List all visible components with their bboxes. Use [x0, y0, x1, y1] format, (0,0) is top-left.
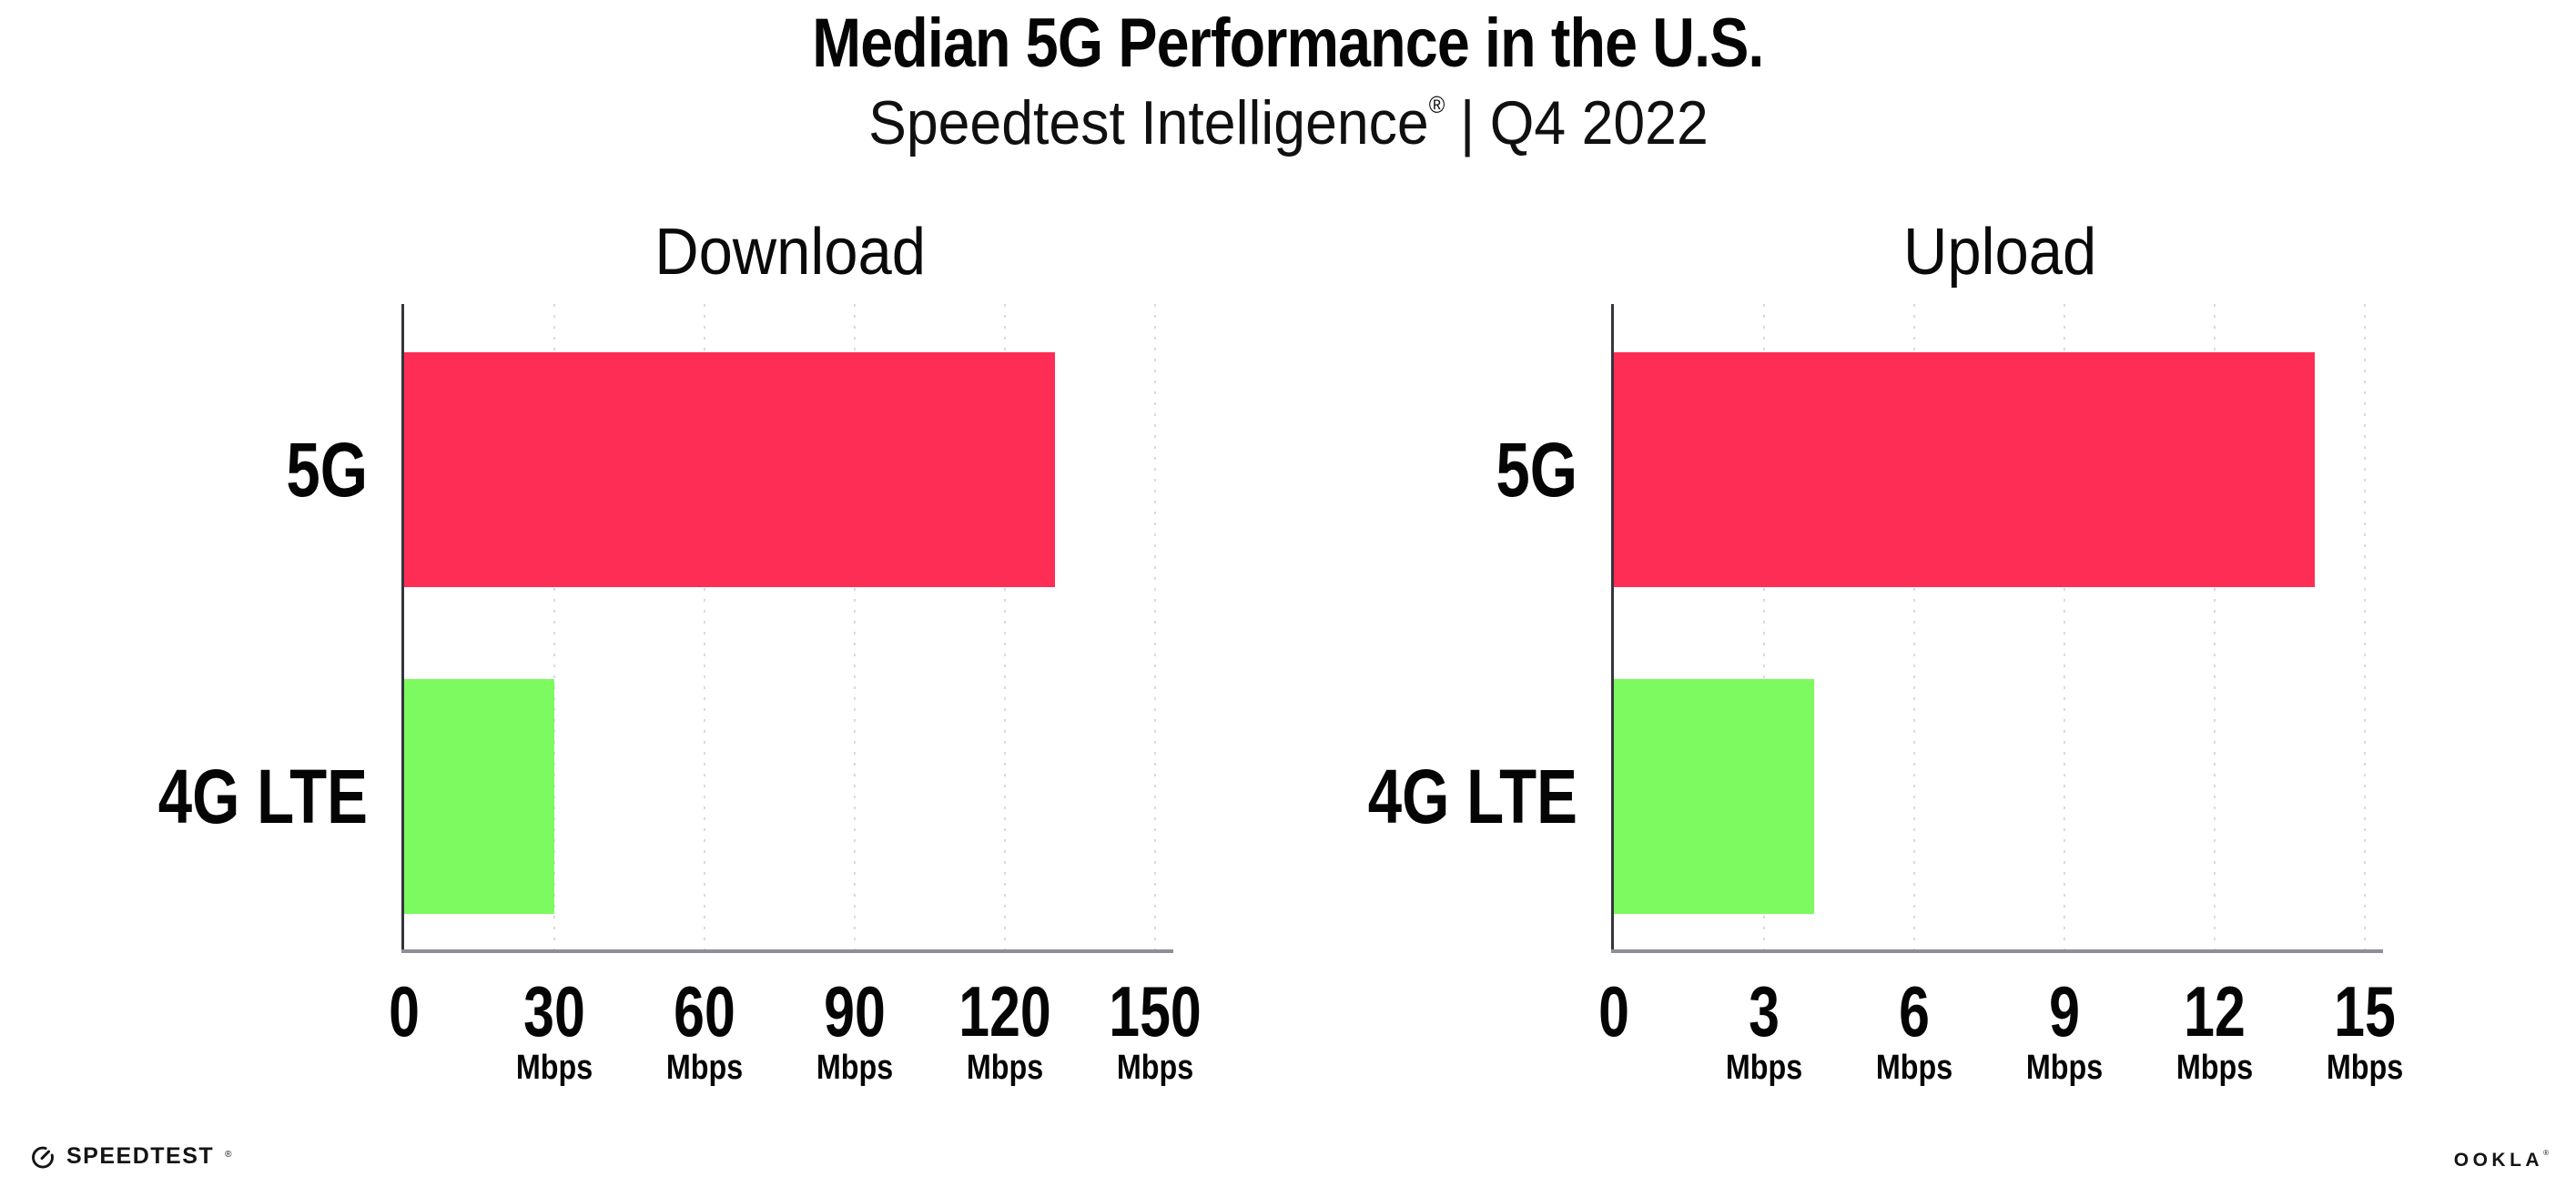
category-label-download-4g-lte: 4G LTE — [157, 754, 368, 839]
gridline-download-150 — [1154, 304, 1156, 949]
bar-download-5g — [404, 352, 1055, 587]
x-tick-unit-download-90: Mbps — [816, 1049, 894, 1087]
download-chart-title-text: Download — [654, 216, 926, 289]
ookla-registered-mark: ® — [2543, 1149, 2549, 1157]
x-tick-label-download-90: 90 — [824, 971, 886, 1051]
x-tick-label-upload-0: 0 — [1598, 971, 1629, 1051]
x-tick-unit-upload-3: Mbps — [1725, 1049, 1803, 1087]
page-subtitle-text: Speedtest Intelligence® | Q4 2022 — [868, 87, 1709, 158]
x-tick-label-upload-15: 15 — [2334, 971, 2396, 1051]
speedtest-logo: SPEEDTEST ® — [30, 1143, 232, 1170]
category-label-upload-4g-lte: 4G LTE — [1367, 754, 1577, 839]
x-tick-label-download-60: 60 — [674, 971, 735, 1051]
gridline-upload-9 — [2064, 304, 2065, 949]
x-tick-label-upload-12: 12 — [2184, 971, 2246, 1051]
x-tick-unit-upload-12: Mbps — [2175, 1049, 2254, 1087]
x-tick-label-upload-6: 6 — [1899, 971, 1930, 1051]
subtitle-brand: Speedtest Intelligence — [867, 88, 1429, 157]
x-tick-unit-upload-15: Mbps — [2326, 1049, 2404, 1087]
x-axis-line-upload — [1611, 949, 2383, 953]
x-tick-unit-upload-9: Mbps — [2025, 1049, 2104, 1087]
registered-mark: ® — [1428, 91, 1445, 118]
y-axis-line-upload — [1611, 304, 1614, 953]
speedtest-registered-mark: ® — [225, 1150, 232, 1160]
page-title: Median 5G Performance in the U.S. — [0, 4, 2576, 83]
x-tick-label-upload-3: 3 — [1749, 971, 1780, 1051]
gridline-upload-6 — [1913, 304, 1915, 949]
x-axis-line-download — [401, 949, 1173, 953]
x-tick-unit-download-30: Mbps — [515, 1049, 593, 1087]
speedtest-gauge-icon — [30, 1144, 56, 1170]
download-chart-title: Download — [404, 215, 1176, 289]
bar-download-4g-lte — [404, 679, 554, 914]
gridline-upload-3 — [1763, 304, 1765, 949]
page-subtitle: Speedtest Intelligence® | Q4 2022 — [0, 87, 2576, 158]
gridline-download-60 — [704, 304, 705, 949]
x-tick-label-upload-9: 9 — [2049, 971, 2080, 1051]
x-tick-unit-download-150: Mbps — [1116, 1049, 1194, 1087]
subtitle-period: Q4 2022 — [1489, 88, 1709, 157]
gridline-download-30 — [553, 304, 555, 949]
gridline-upload-12 — [2214, 304, 2216, 949]
x-tick-unit-download-60: Mbps — [665, 1049, 744, 1087]
speedtest-wordmark: SPEEDTEST — [66, 1143, 215, 1169]
upload-chart-title-text: Upload — [1902, 216, 2097, 289]
x-tick-label-download-150: 150 — [1109, 971, 1202, 1051]
x-tick-unit-upload-6: Mbps — [1875, 1049, 1953, 1087]
x-tick-label-download-120: 120 — [958, 971, 1051, 1051]
ookla-logo: OOKLA® — [2453, 1149, 2549, 1172]
ookla-wordmark: OOKLA — [2453, 1150, 2544, 1171]
gridline-download-90 — [854, 304, 856, 949]
gridline-download-120 — [1004, 304, 1006, 949]
subtitle-separator: | — [1459, 88, 1475, 157]
page-title-text: Median 5G Performance in the U.S. — [812, 5, 1764, 82]
upload-chart-title: Upload — [1614, 215, 2386, 289]
x-tick-label-download-30: 30 — [523, 971, 585, 1051]
x-tick-label-download-0: 0 — [389, 971, 420, 1051]
x-tick-unit-download-120: Mbps — [966, 1049, 1044, 1087]
bar-upload-4g-lte — [1614, 679, 1814, 914]
gridline-upload-15 — [2364, 304, 2366, 949]
category-label-download-5g: 5G — [286, 427, 368, 512]
category-label-upload-5g: 5G — [1496, 427, 1577, 512]
bar-upload-5g — [1614, 352, 2315, 587]
y-axis-line-download — [401, 304, 404, 953]
